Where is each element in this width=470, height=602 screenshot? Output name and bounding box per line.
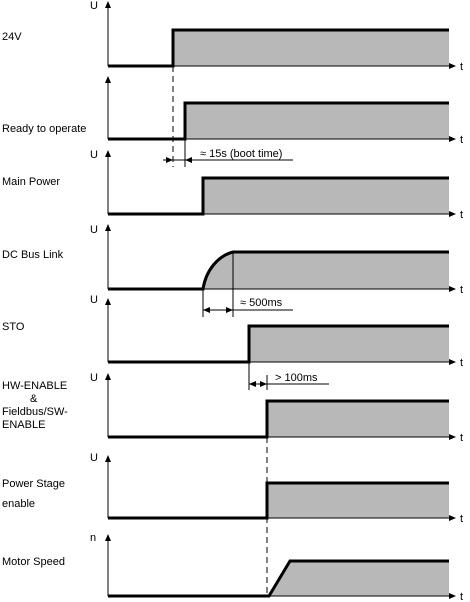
signal-line-main-power: [108, 176, 449, 216]
signal-label-hw-enable: HW-ENABLE & Fieldbus/SW- ENABLE: [2, 380, 71, 431]
y-arrow-dc-bus: [105, 224, 111, 231]
y-arrow-ready: [105, 76, 111, 83]
t-label-sto: t: [460, 357, 463, 369]
annotation-boot-time: ≈ 15s (boot time): [163, 66, 293, 167]
t-label-power-stage: t: [460, 513, 463, 525]
y-arrow-main-power: [105, 150, 111, 157]
signal-fill-dc-bus: [203, 252, 449, 289]
signal-line-motor-speed: [108, 559, 449, 598]
t-arrow-power-stage: [449, 515, 456, 521]
signal-label-motor-speed: Motor Speed: [2, 556, 65, 568]
y-arrow-power-stage: [105, 455, 111, 462]
y-arrow-sto: [105, 298, 111, 305]
signal-fill-24v: [173, 30, 449, 66]
y-arrow-hw-enable: [105, 373, 111, 380]
signal-row-ready: Ready to operate t: [2, 76, 463, 146]
axis-symbol-24v: U: [90, 0, 98, 12]
signal-label-ready: Ready to operate: [2, 123, 86, 135]
t-label-main-power: t: [460, 209, 463, 221]
signal-fill-power-stage: [267, 483, 449, 518]
t-arrow-24v: [449, 63, 456, 69]
signal-label-sto: STO: [2, 321, 25, 333]
signal-label-power-stage: Power Stage enable: [2, 478, 68, 510]
signal-fill-sto: [249, 326, 449, 362]
annotation-boot-time-text: ≈ 15s (boot time): [200, 148, 282, 160]
signal-row-hw-enable: U HW-ENABLE & Fieldbus/SW- ENABLE t: [2, 372, 463, 444]
signal-fill-hw-enable: [267, 401, 449, 437]
annotation-sto-delay-text: > 100ms: [275, 372, 318, 384]
t-label-hw-enable: t: [460, 432, 463, 444]
t-arrow-ready: [449, 136, 456, 142]
signal-row-main-power: U Main Power t: [2, 149, 463, 221]
signal-fill-main-power: [203, 178, 449, 214]
axis-symbol-power-stage: U: [90, 452, 98, 464]
signal-row-motor-speed: n Motor Speed t: [2, 532, 463, 602]
t-label-dc-bus: t: [460, 284, 463, 296]
signal-row-power-stage: U Power Stage enable t: [2, 452, 463, 525]
signal-line-ready: [108, 101, 449, 141]
t-arrow-motor-speed: [449, 593, 456, 599]
y-arrow-24v: [105, 1, 111, 8]
t-arrow-main-power: [449, 211, 456, 217]
annotation-dc-bus-delay-text: ≈ 500ms: [240, 297, 283, 309]
signal-label-dc-bus: DC Bus Link: [2, 249, 64, 261]
signal-line-24v: [108, 28, 449, 68]
signal-label-24v: 24V: [2, 31, 22, 43]
axis-symbol-dc-bus: U: [90, 224, 98, 236]
t-label-24v: t: [460, 61, 463, 73]
signal-row-sto: U STO t: [2, 294, 463, 369]
t-arrow-hw-enable: [449, 434, 456, 440]
axis-symbol-sto: U: [90, 294, 98, 306]
signal-fill-motor-speed: [269, 561, 449, 596]
y-arrow-motor-speed: [105, 534, 111, 541]
annotation-dc-bus-delay: ≈ 500ms: [202, 252, 293, 317]
t-arrow-sto: [449, 359, 456, 365]
axis-symbol-motor-speed: n: [90, 532, 96, 544]
signal-line-sto: [108, 324, 449, 364]
annotation-sto-delay: > 100ms: [248, 362, 329, 390]
signal-label-main-power: Main Power: [2, 176, 60, 188]
t-arrow-dc-bus: [449, 286, 456, 292]
t-label-motor-speed: t: [460, 591, 463, 602]
signal-row-24v: U 24V t: [2, 0, 463, 73]
axis-symbol-main-power: U: [90, 149, 98, 161]
t-label-ready: t: [460, 134, 463, 146]
signal-fill-ready: [185, 103, 449, 139]
axis-symbol-hw-enable: U: [90, 372, 98, 384]
signal-line-hw-enable: [108, 399, 449, 439]
